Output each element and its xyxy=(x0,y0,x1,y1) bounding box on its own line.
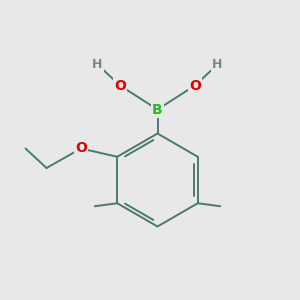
Text: O: O xyxy=(75,142,87,155)
Text: B: B xyxy=(152,103,163,116)
Text: H: H xyxy=(92,58,103,71)
Text: H: H xyxy=(212,58,223,71)
Text: O: O xyxy=(114,79,126,92)
Text: O: O xyxy=(189,79,201,92)
